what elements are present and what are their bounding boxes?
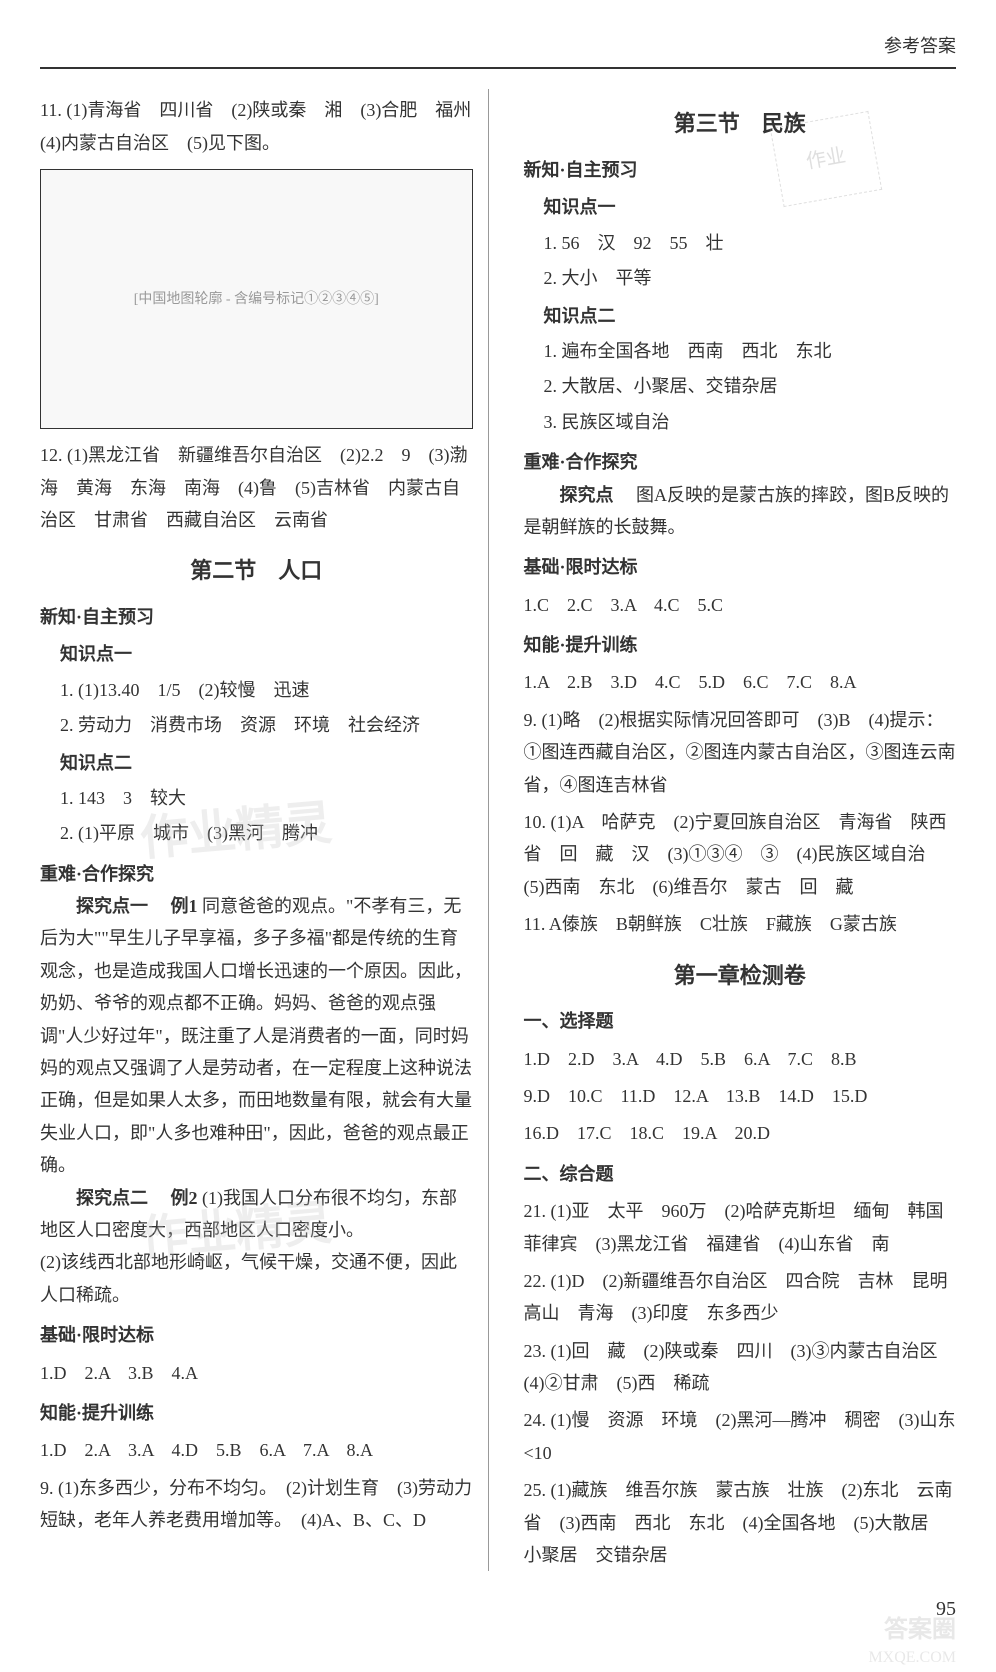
zhongnan-heading-right: 重难·合作探究: [524, 446, 957, 478]
left-column: 作业精灵 作业精灵 11. (1)青海省 四川省 (2)陕或秦 湘 (3)合肥 …: [40, 89, 489, 1571]
zhishi1-1-right: 1. 56 汉 92 55 壮: [544, 227, 957, 259]
china-map-outline: [中国地图轮廓 - 含编号标记①②③④⑤]: [40, 169, 473, 429]
zhishi1-heading-left: 知识点一: [60, 638, 473, 670]
footer-url: MXQE.COM: [868, 1644, 956, 1672]
chapter-1-test-title: 第一章检测卷: [524, 956, 957, 996]
q11-prefix: 11.: [40, 100, 62, 120]
tanjiu1-block: 探究点一 例1 同意爸爸的观点。"不孝有三，无后为大""早生儿子早享福，多子多福…: [40, 890, 473, 1182]
stamp-text: 作业: [803, 138, 849, 180]
tanjiu2-ex: 例2: [171, 1188, 198, 1208]
zhishi2-heading-right: 知识点二: [544, 300, 957, 332]
zhineng-answers-left: 1.D 2.A 3.A 4.D 5.B 6.A 7.A 8.A: [40, 1434, 473, 1466]
zhishi1-2-right: 2. 大小 平等: [544, 262, 957, 294]
jichu-answers-left: 1.D 2.A 3.B 4.A: [40, 1357, 473, 1389]
page-header: 参考答案: [40, 30, 956, 69]
right-column: 作业 第三节 民族 新知·自主预习 知识点一 1. 56 汉 92 55 壮 2…: [509, 89, 957, 1571]
question-22: 22. (1)D (2)新疆维吾尔自治区 四合院 吉林 昆明 高山 青海 (3)…: [524, 1265, 957, 1330]
zhishi1-2-left: 2. 劳动力 消费市场 资源 环境 社会经济: [60, 709, 473, 741]
section-2-title: 第二节 人口: [40, 551, 473, 591]
zhishi2-1-right: 1. 遍布全国各地 西南 西北 东北: [544, 335, 957, 367]
zhineng-heading-right: 知能·提升训练: [524, 629, 957, 661]
jichu-answers-right: 1.C 2.C 3.A 4.C 5.C: [524, 589, 957, 621]
question-12: 12. (1)黑龙江省 新疆维吾尔自治区 (2)2.2 9 (3)渤海 黄海 东…: [40, 439, 473, 536]
zhongnan-heading-left: 重难·合作探究: [40, 858, 473, 890]
question-11-right: 11. A傣族 B朝鲜族 C壮族 F藏族 G蒙古族: [524, 908, 957, 940]
jichu-heading-right: 基础·限时达标: [524, 551, 957, 583]
zhineng-heading-left: 知能·提升训练: [40, 1397, 473, 1429]
zhishi1-heading-right: 知识点一: [544, 191, 957, 223]
zhishi2-2-left: 2. (1)平原 城市 (3)黑河 腾冲: [60, 817, 473, 849]
tanjiu-label-right: 探究点: [560, 485, 614, 505]
zhishi2-2-right: 2. 大散居、小聚居、交错杂居: [544, 370, 957, 402]
q12-prefix: 12.: [40, 445, 63, 465]
zhishi2-1-left: 1. 143 3 较大: [60, 782, 473, 814]
map-label: [中国地图轮廓 - 含编号标记①②③④⑤]: [134, 287, 379, 312]
two-column-layout: 作业精灵 作业精灵 11. (1)青海省 四川省 (2)陕或秦 湘 (3)合肥 …: [40, 89, 956, 1571]
xuanze-row1: 1.D 2.D 3.A 4.D 5.B 6.A 7.C 8.B: [524, 1043, 957, 1075]
question-25: 25. (1)藏族 维吾尔族 蒙古族 壮族 (2)东北 云南省 (3)西南 西北…: [524, 1474, 957, 1571]
zhishi2-3-right: 3. 民族区域自治: [544, 406, 957, 438]
tanjiu1-ex: 例1: [171, 896, 198, 916]
question-10-right: 10. (1)A 哈萨克 (2)宁夏回族自治区 青海省 陕西省 回 藏 汉 (3…: [524, 806, 957, 903]
tanjiu1-text: 同意爸爸的观点。"不孝有三，无后为大""早生儿子早享福，多子多福"都是传统的生育…: [40, 896, 472, 1175]
section-3-title: 第三节 民族: [524, 104, 957, 144]
question-9-left: 9. (1)东多西少，分布不均匀。 (2)计划生育 (3)劳动力短缺，老年人养老…: [40, 1472, 473, 1537]
tanjiu-block-right: 探究点 图A反映的是蒙古族的摔跤，图B反映的是朝鲜族的长鼓舞。: [524, 479, 957, 544]
q11-text: (1)青海省 四川省 (2)陕或秦 湘 (3)合肥 福州 (4)内蒙古自治区 (…: [40, 100, 489, 152]
tanjiu2-block: 探究点二 例2 (1)我国人口分布很不均匀，东部地区人口密度大，西部地区人口密度…: [40, 1182, 473, 1247]
tanjiu1-label: 探究点一: [76, 896, 148, 916]
question-11: 11. (1)青海省 四川省 (2)陕或秦 湘 (3)合肥 福州 (4)内蒙古自…: [40, 94, 473, 159]
tanjiu2-label: 探究点二: [76, 1188, 148, 1208]
xinzhi-heading-right: 新知·自主预习: [524, 154, 957, 186]
xuanze-row3: 16.D 17.C 18.C 19.A 20.D: [524, 1117, 957, 1149]
jichu-heading-left: 基础·限时达标: [40, 1319, 473, 1351]
question-24: 24. (1)慢 资源 环境 (2)黑河—腾冲 稠密 (3)山东 <10: [524, 1404, 957, 1469]
tanjiu2-text2: (2)该线西北部地形崎岖，气候干燥，交通不便，因此人口稀疏。: [40, 1246, 473, 1311]
header-title: 参考答案: [884, 36, 956, 56]
question-21: 21. (1)亚 太平 960万 (2)哈萨克斯坦 缅甸 韩国 菲律宾 (3)黑…: [524, 1195, 957, 1260]
question-23: 23. (1)回 藏 (2)陕或秦 四川 (3)③内蒙古自治区 (4)②甘肃 (…: [524, 1335, 957, 1400]
question-9-right: 9. (1)略 (2)根据实际情况回答即可 (3)B (4)提示：①图连西藏自治…: [524, 704, 957, 801]
zhineng-answers-right: 1.A 2.B 3.D 4.C 5.D 6.C 7.C 8.A: [524, 666, 957, 698]
xuanze-row2: 9.D 10.C 11.D 12.A 13.B 14.D 15.D: [524, 1080, 957, 1112]
zonghe-heading: 二、综合题: [524, 1158, 957, 1190]
xinzhi-heading-left: 新知·自主预习: [40, 601, 473, 633]
page-footer: 95 答案圈 MXQE.COM: [40, 1591, 956, 1627]
xuanze-heading: 一、选择题: [524, 1005, 957, 1037]
zhishi2-heading-left: 知识点二: [60, 747, 473, 779]
q12-text: (1)黑龙江省 新疆维吾尔自治区 (2)2.2 9 (3)渤海 黄海 东海 南海…: [40, 445, 467, 530]
zhishi1-1-left: 1. (1)13.40 1/5 (2)较慢 迅速: [60, 674, 473, 706]
